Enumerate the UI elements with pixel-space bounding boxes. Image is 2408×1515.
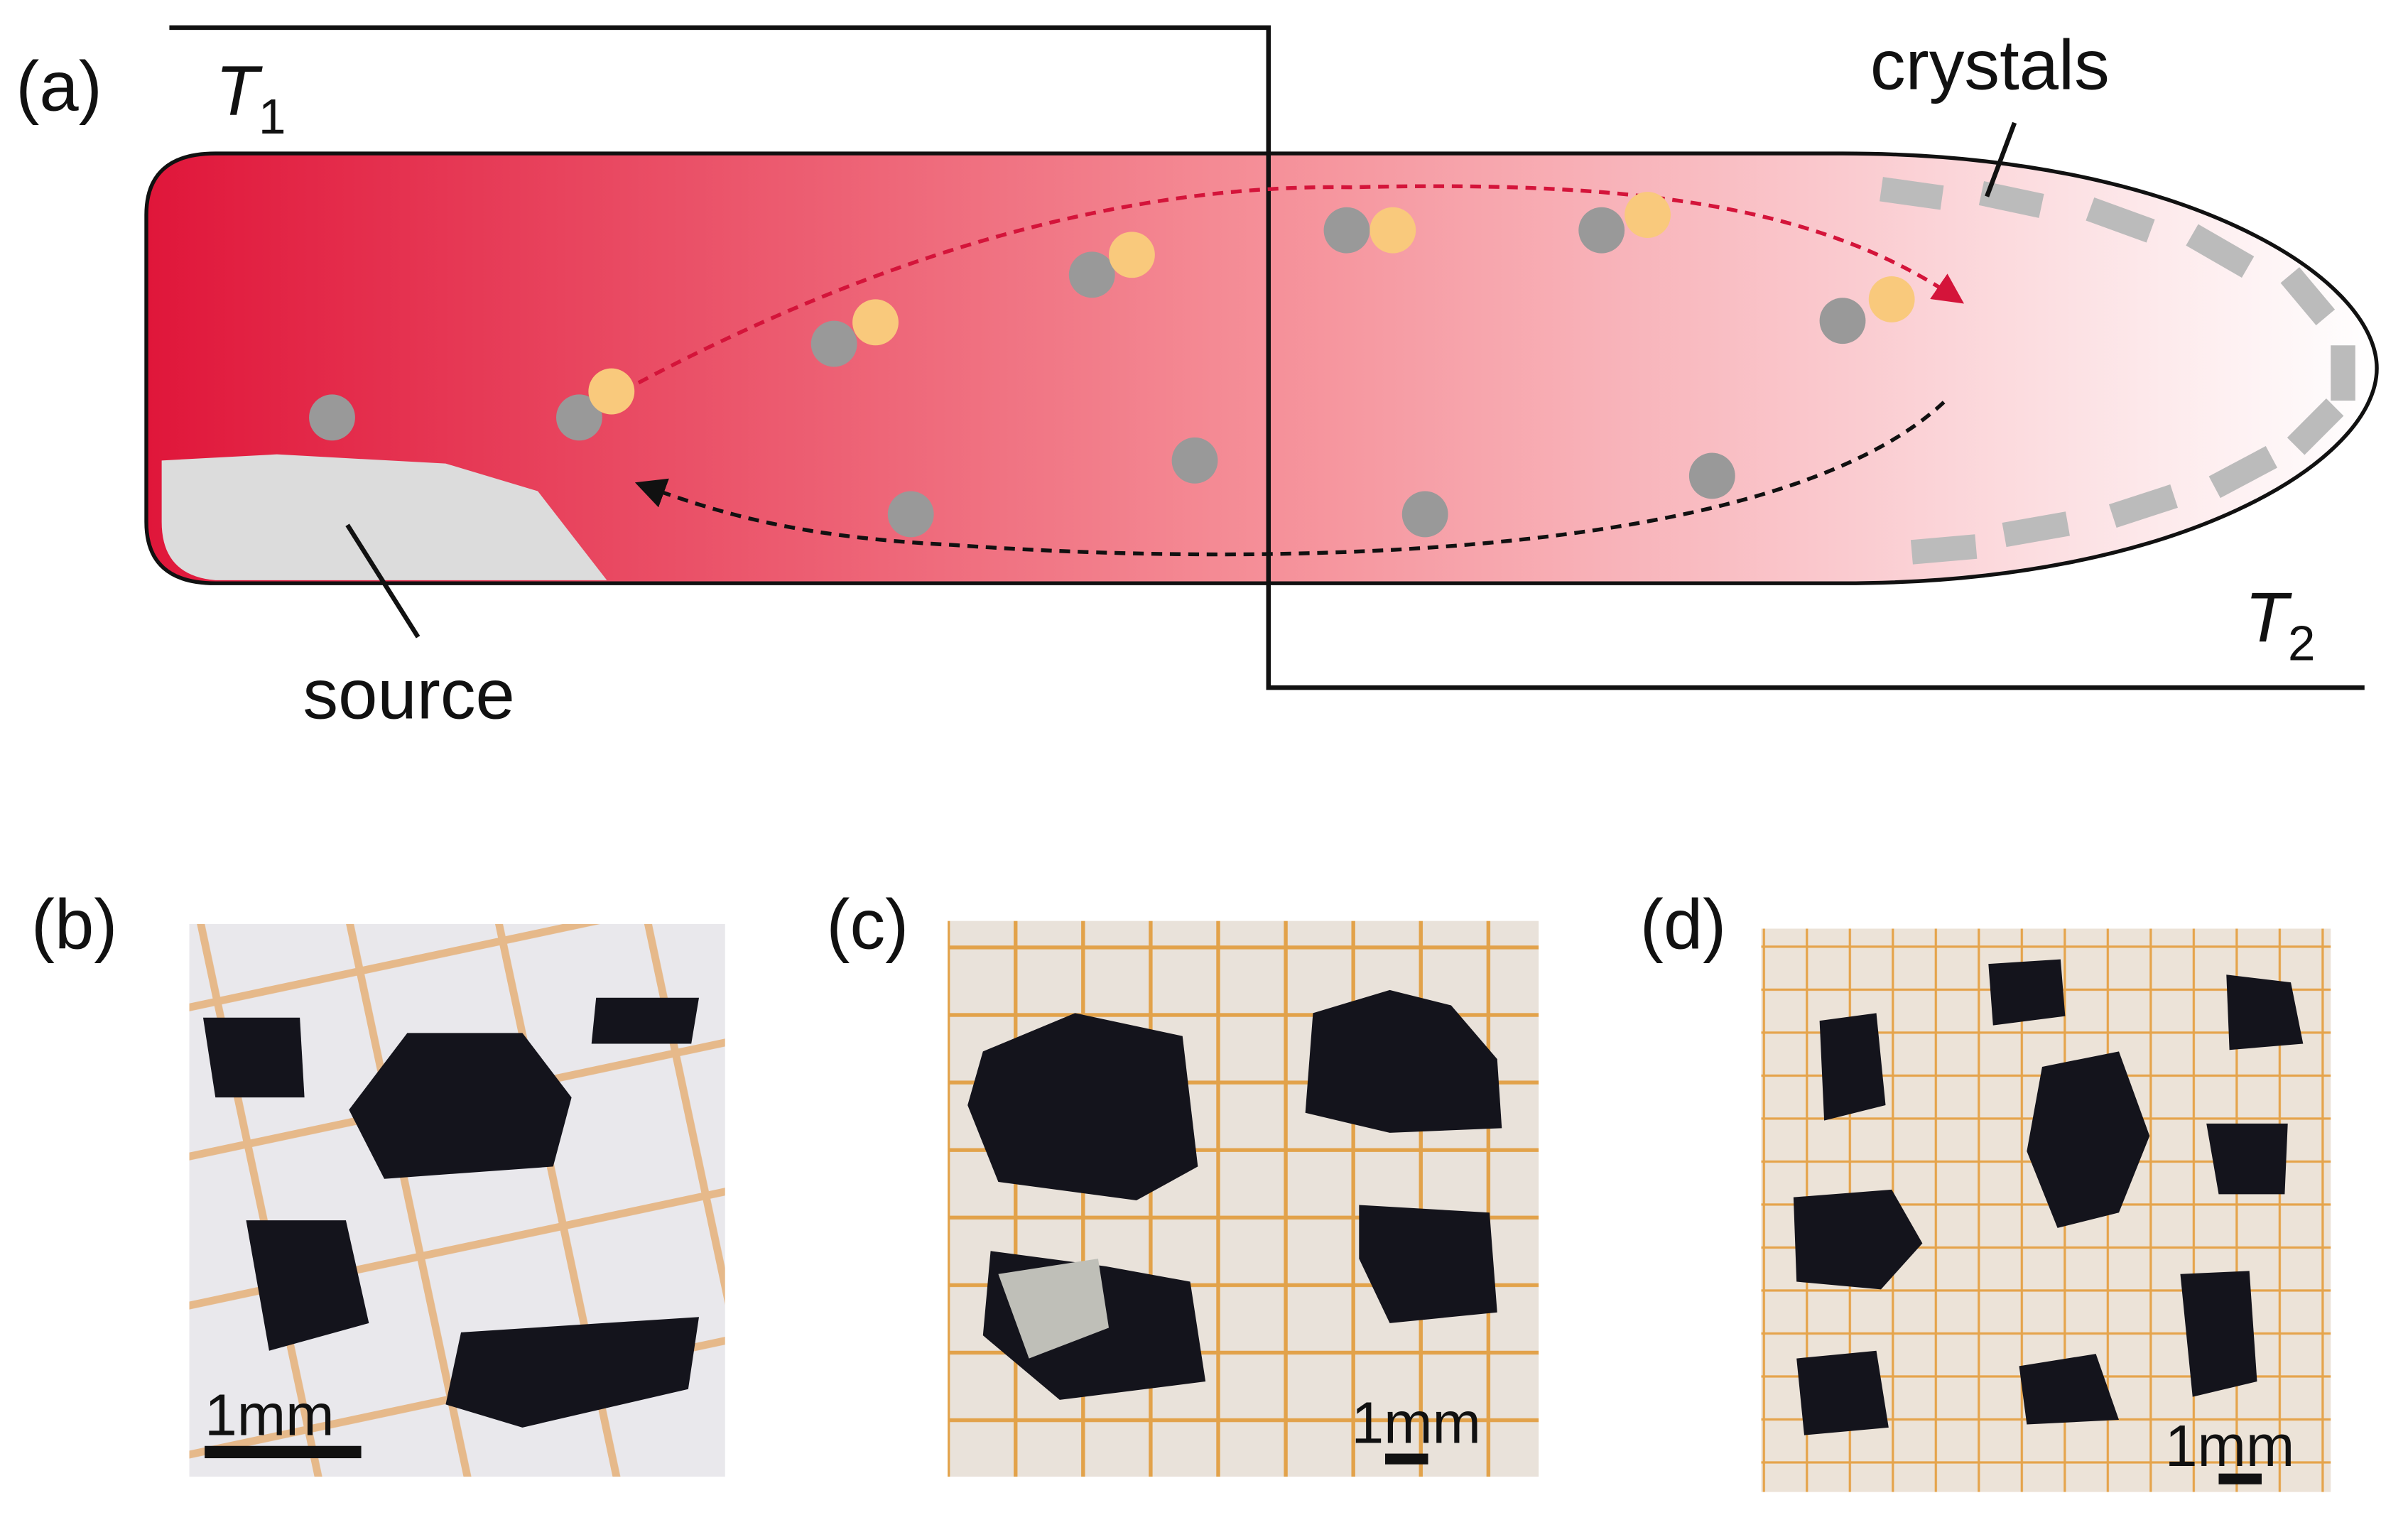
tube xyxy=(144,151,2379,585)
source-material xyxy=(161,454,607,580)
t2-symbol: T xyxy=(2245,578,2292,657)
t1-subscript: 1 xyxy=(259,89,286,144)
return-arrow xyxy=(634,401,1946,557)
scale-bar-label: 1mm xyxy=(2165,1414,2294,1479)
t2-subscript: 2 xyxy=(2288,615,2315,670)
panel-label: (b) xyxy=(31,886,118,965)
scale-bar xyxy=(205,1445,362,1459)
crystals-photo xyxy=(202,997,699,1428)
temperature-profile xyxy=(169,25,2365,690)
t1-label: T1 xyxy=(215,52,286,144)
crystals-pointer xyxy=(1985,121,2017,197)
panel-label: (d) xyxy=(1640,886,1727,965)
panel-label: (a) xyxy=(16,48,102,126)
scale-bar xyxy=(1385,1453,1428,1465)
t2-label: T2 xyxy=(2245,578,2315,670)
crystals-photo xyxy=(1793,959,2304,1435)
source-pointer xyxy=(345,523,421,639)
crystals-label: crystals xyxy=(1870,26,2110,104)
scale-bar-label: 1mm xyxy=(1351,1391,1480,1455)
t1-symbol: T xyxy=(215,52,263,131)
transport-arrow xyxy=(621,184,1965,393)
source-label: source xyxy=(303,655,514,734)
scale-bar xyxy=(2218,1473,2262,1484)
molecules xyxy=(309,192,1915,538)
scale-bar-label: 1mm xyxy=(205,1384,334,1448)
crystal-highlight xyxy=(998,1259,1110,1359)
panel-label: (c) xyxy=(826,886,909,965)
crystal-deposits xyxy=(1880,177,2355,565)
